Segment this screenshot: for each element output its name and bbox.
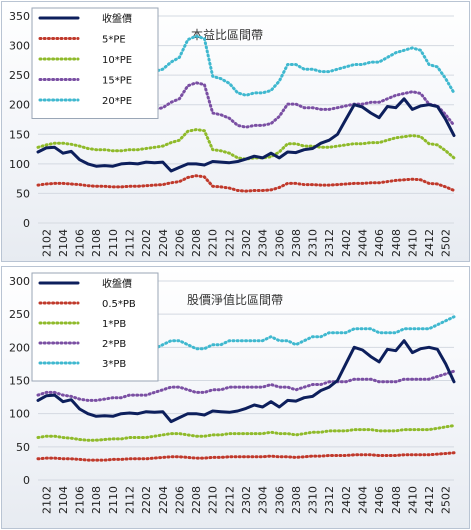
y-tick-label: 350 <box>9 10 30 23</box>
x-tick-label: 2204 <box>157 486 170 514</box>
x-tick-label: 2106 <box>74 486 87 514</box>
x-tick-label: 2312 <box>323 229 336 257</box>
x-tick-label: 2210 <box>207 229 220 257</box>
x-tick-label: 2104 <box>57 229 70 257</box>
y-tick-label: 0 <box>23 217 30 230</box>
x-tick-label: 2402 <box>340 486 353 514</box>
x-tick-label: 2102 <box>40 486 53 514</box>
x-tick-label: 2102 <box>40 229 53 257</box>
legend-label: 1*PB <box>102 319 126 330</box>
y-tick-label: 50 <box>16 441 30 454</box>
x-tick-label: 2408 <box>390 229 403 257</box>
legend-label: 0.5*PB <box>102 299 136 310</box>
x-tick-label: 2502 <box>440 486 453 514</box>
legend-label: 收盤價 <box>102 277 132 290</box>
x-tick-label: 2410 <box>406 229 419 257</box>
series-line-3 <box>36 369 456 402</box>
y-tick-label: 150 <box>9 128 30 141</box>
pb-band-chart-panel: 0 50 100 150 200 250 300 2102 2104 2106 2108 2110 21… <box>1 266 470 529</box>
x-tick-label: 2208 <box>190 486 203 514</box>
legend-label: 10*PE <box>102 55 132 66</box>
x-tick-label: 2110 <box>107 229 120 257</box>
x-tick-label: 2412 <box>423 486 436 514</box>
x-tick-label: 2404 <box>356 229 369 257</box>
x-tick-label: 2208 <box>190 229 203 257</box>
legend-label: 5*PE <box>102 35 126 46</box>
chart-title: 股價淨值比區間帶 <box>187 292 283 307</box>
x-tick-label: 2104 <box>57 486 70 514</box>
x-tick-label: 2410 <box>406 486 419 514</box>
x-tick-label: 2202 <box>140 229 153 257</box>
y-tick-label: 50 <box>16 187 30 200</box>
y-tick-label: 100 <box>9 408 30 421</box>
x-tick-label: 2404 <box>356 486 369 514</box>
legend-label: 15*PE <box>102 76 132 87</box>
y-tick-label: 100 <box>9 158 30 171</box>
series-line-1 <box>36 451 456 462</box>
x-tick-label: 2202 <box>140 486 153 514</box>
x-tick-label: 2106 <box>74 229 87 257</box>
x-tick-label: 2302 <box>240 486 253 514</box>
x-tick-label: 2112 <box>124 486 137 514</box>
x-tick-label: 2108 <box>90 486 103 514</box>
legend: 收盤價 5*PE 10*PE 15*PE 20*PE <box>31 7 159 119</box>
x-tick-label: 2406 <box>373 486 386 514</box>
x-tick-label: 2310 <box>307 229 320 257</box>
x-tick-label: 2204 <box>157 229 170 257</box>
pe-band-chart: 0 50 100 150 200 250 300 350 2102 2104 2106 2108 211… <box>9 7 456 257</box>
y-tick-label: 150 <box>9 375 30 388</box>
legend-box <box>31 7 159 119</box>
series-line-1 <box>36 174 456 193</box>
y-tick-label: 300 <box>9 275 30 288</box>
x-tick-label: 2306 <box>273 229 286 257</box>
y-tick-label: 200 <box>9 99 30 112</box>
x-tick-label: 2206 <box>173 229 186 257</box>
x-tick-label: 2212 <box>223 486 236 514</box>
x-tick-label: 2210 <box>207 486 220 514</box>
x-tick-label: 2302 <box>240 229 253 257</box>
y-tick-label: 300 <box>9 40 30 53</box>
x-tick-label: 2502 <box>440 229 453 257</box>
legend: 收盤價 0.5*PB 1*PB 2*PB 3*PB <box>31 272 159 382</box>
x-tick-label: 2402 <box>340 229 353 257</box>
y-tick-label: 200 <box>9 341 30 354</box>
x-tick-label: 2406 <box>373 229 386 257</box>
chart-title: 本益比區間帶 <box>191 28 263 42</box>
pb-band-chart: 0 50 100 150 200 250 300 2102 2104 2106 2108 2110 21… <box>9 272 456 514</box>
series-line-2 <box>36 424 456 442</box>
pe-band-chart-panel: 0 50 100 150 200 250 300 350 2102 2104 2106 2108 211… <box>1 1 470 262</box>
x-tick-label: 2308 <box>290 229 303 257</box>
x-tick-label: 2108 <box>90 229 103 257</box>
x-tick-label: 2110 <box>107 486 120 514</box>
legend-label: 20*PE <box>102 96 132 107</box>
y-tick-label: 0 <box>23 474 30 487</box>
legend-box <box>31 272 159 382</box>
x-tick-label: 2312 <box>323 486 336 514</box>
x-tick-label: 2310 <box>307 486 320 514</box>
series-line-0 <box>36 339 456 424</box>
legend-label: 收盤價 <box>102 12 132 25</box>
x-tick-label: 2308 <box>290 486 303 514</box>
x-tick-label: 2304 <box>257 229 270 257</box>
x-tick-label: 2112 <box>124 229 137 257</box>
x-tick-label: 2306 <box>273 486 286 514</box>
series-line-0 <box>36 97 456 173</box>
x-tick-label: 2412 <box>423 229 436 257</box>
x-tick-label: 2206 <box>173 486 186 514</box>
x-tick-label: 2304 <box>257 486 270 514</box>
x-tick-label: 2408 <box>390 486 403 514</box>
y-tick-label: 250 <box>9 69 30 82</box>
legend-label: 2*PB <box>102 339 126 350</box>
legend-label: 3*PB <box>102 359 126 370</box>
x-tick-label: 2212 <box>223 229 236 257</box>
y-tick-label: 250 <box>9 308 30 321</box>
